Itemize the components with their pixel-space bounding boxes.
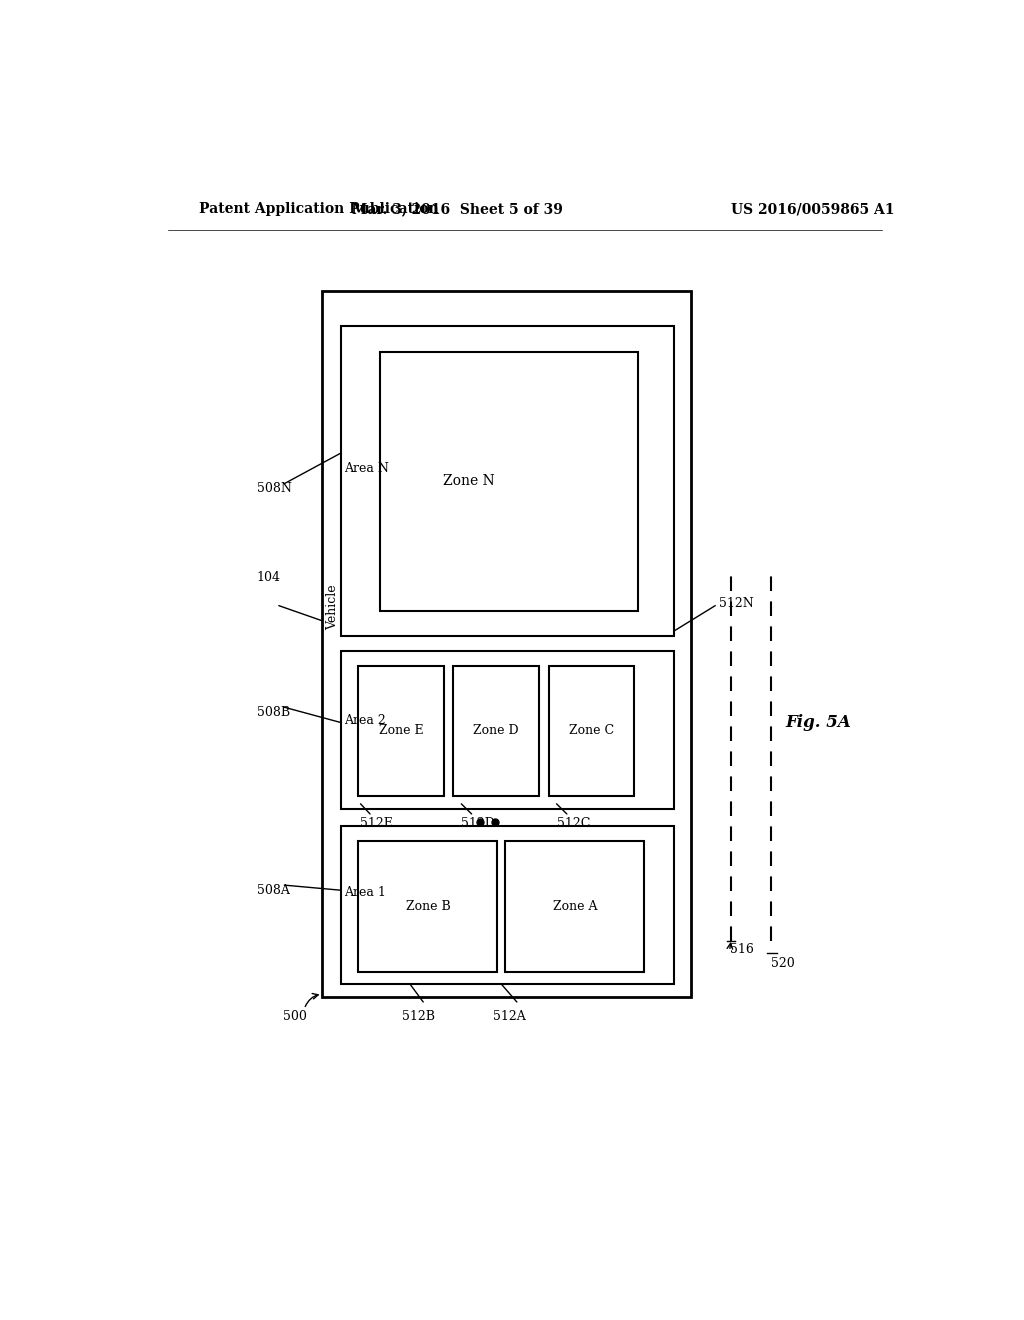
Text: 520: 520 xyxy=(771,957,795,970)
Text: Zone N: Zone N xyxy=(443,474,496,487)
Text: 512C: 512C xyxy=(557,817,590,830)
Text: Vehicle: Vehicle xyxy=(327,585,339,631)
Text: 104: 104 xyxy=(257,570,281,583)
Text: Zone A: Zone A xyxy=(553,900,597,913)
Text: 500: 500 xyxy=(283,1010,306,1023)
Text: 512B: 512B xyxy=(401,1010,435,1023)
Bar xyxy=(341,326,674,636)
Bar xyxy=(341,826,674,983)
Text: 516: 516 xyxy=(729,942,754,956)
Text: Zone C: Zone C xyxy=(569,725,614,737)
Text: 512D: 512D xyxy=(461,817,495,830)
Text: Area 1: Area 1 xyxy=(344,886,386,899)
Text: 508A: 508A xyxy=(257,883,290,896)
Text: 508B: 508B xyxy=(257,706,290,719)
Text: Zone D: Zone D xyxy=(473,725,519,737)
Text: 512A: 512A xyxy=(494,1010,525,1023)
Bar xyxy=(323,290,691,997)
Bar xyxy=(549,665,634,796)
Bar xyxy=(358,665,443,796)
Text: US 2016/0059865 A1: US 2016/0059865 A1 xyxy=(731,202,895,216)
Bar xyxy=(380,351,638,611)
Text: 512E: 512E xyxy=(359,817,392,830)
Bar xyxy=(454,665,539,796)
Text: 512N: 512N xyxy=(719,597,754,610)
Bar xyxy=(505,841,644,972)
Text: Fig. 5A: Fig. 5A xyxy=(785,714,851,731)
Bar xyxy=(358,841,497,972)
Text: Zone B: Zone B xyxy=(406,900,451,913)
Bar xyxy=(341,651,674,809)
Text: Area N: Area N xyxy=(344,462,389,475)
Text: Patent Application Publication: Patent Application Publication xyxy=(200,202,439,216)
Text: Mar. 3, 2016  Sheet 5 of 39: Mar. 3, 2016 Sheet 5 of 39 xyxy=(352,202,563,216)
Text: Area 2: Area 2 xyxy=(344,714,386,727)
Text: 508N: 508N xyxy=(257,482,292,495)
Text: Zone E: Zone E xyxy=(379,725,423,737)
